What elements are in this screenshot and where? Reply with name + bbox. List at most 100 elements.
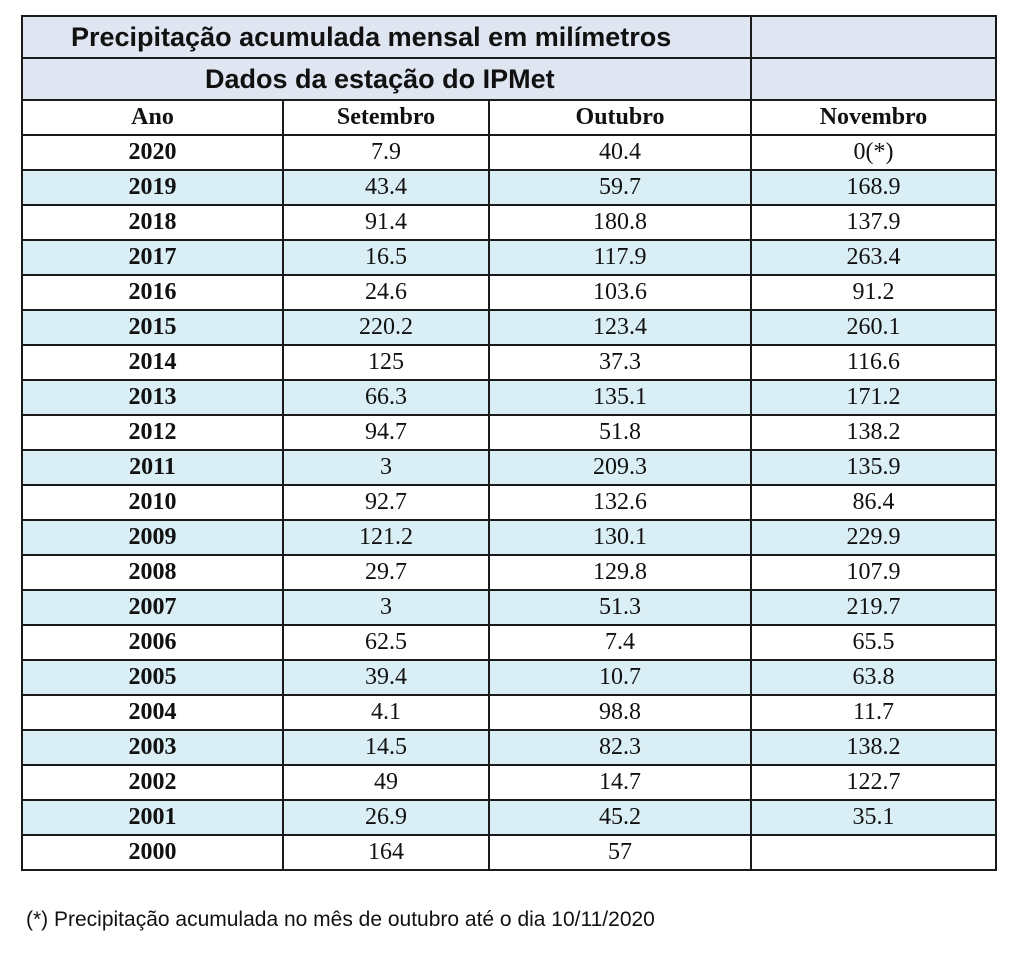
table-row: 2004 4.1 98.8 11.7: [21, 694, 997, 731]
table-row: 2003 14.5 82.3 138.2: [21, 729, 997, 766]
november-cell: 107.9: [750, 554, 997, 591]
september-cell: 91.4: [282, 204, 490, 241]
table-row: 2019 43.4 59.7 168.9: [21, 169, 997, 206]
november-cell: 11.7: [750, 694, 997, 731]
year-cell: 2015: [21, 309, 284, 346]
october-cell: 132.6: [488, 484, 752, 521]
column-header-october: Outubro: [488, 99, 752, 136]
november-cell: 122.7: [750, 764, 997, 801]
november-cell: 171.2: [750, 379, 997, 416]
table-body: Precipitação acumulada mensal em milímet…: [21, 15, 997, 871]
column-header-row: Ano Setembro Outubro Novembro: [21, 99, 997, 136]
table-row: 2010 92.7 132.6 86.4: [21, 484, 997, 521]
title-empty-cell: [750, 15, 997, 59]
october-cell: 37.3: [488, 344, 752, 381]
september-cell: 62.5: [282, 624, 490, 661]
table-row: 2011 3 209.3 135.9: [21, 449, 997, 486]
november-cell: 65.5: [750, 624, 997, 661]
october-cell: 59.7: [488, 169, 752, 206]
table-row: 2014 125 37.3 116.6: [21, 344, 997, 381]
table-row: 2005 39.4 10.7 63.8: [21, 659, 997, 696]
september-cell: 3: [282, 449, 490, 486]
table-row: 2017 16.5 117.9 263.4: [21, 239, 997, 276]
november-cell: 63.8: [750, 659, 997, 696]
october-cell: 123.4: [488, 309, 752, 346]
october-cell: 82.3: [488, 729, 752, 766]
september-cell: 121.2: [282, 519, 490, 556]
table-row: 2009 121.2 130.1 229.9: [21, 519, 997, 556]
table-row: 2008 29.7 129.8 107.9: [21, 554, 997, 591]
subtitle-row: Dados da estação do IPMet: [21, 57, 997, 101]
november-cell: 229.9: [750, 519, 997, 556]
october-cell: 40.4: [488, 134, 752, 171]
year-cell: 2003: [21, 729, 284, 766]
september-cell: 92.7: [282, 484, 490, 521]
october-cell: 10.7: [488, 659, 752, 696]
year-cell: 2002: [21, 764, 284, 801]
subtitle-empty-cell: [750, 57, 997, 101]
year-cell: 2010: [21, 484, 284, 521]
table-row: 2020 7.9 40.4 0(*): [21, 134, 997, 171]
november-cell: 260.1: [750, 309, 997, 346]
september-cell: 4.1: [282, 694, 490, 731]
title-row: Precipitação acumulada mensal em milímet…: [21, 15, 997, 59]
year-cell: 2017: [21, 239, 284, 276]
september-cell: 94.7: [282, 414, 490, 451]
column-header-september: Setembro: [282, 99, 490, 136]
september-cell: 29.7: [282, 554, 490, 591]
table-row: 2018 91.4 180.8 137.9: [21, 204, 997, 241]
year-cell: 2009: [21, 519, 284, 556]
september-cell: 220.2: [282, 309, 490, 346]
table-row: 2007 3 51.3 219.7: [21, 589, 997, 626]
column-header-year: Ano: [21, 99, 284, 136]
september-cell: 49: [282, 764, 490, 801]
october-cell: 57: [488, 834, 752, 871]
column-header-november: Novembro: [750, 99, 997, 136]
table-row: 2001 26.9 45.2 35.1: [21, 799, 997, 836]
year-cell: 2013: [21, 379, 284, 416]
year-cell: 2004: [21, 694, 284, 731]
october-cell: 180.8: [488, 204, 752, 241]
october-cell: 14.7: [488, 764, 752, 801]
table-row: 2002 49 14.7 122.7: [21, 764, 997, 801]
table-row: 2012 94.7 51.8 138.2: [21, 414, 997, 451]
year-cell: 2005: [21, 659, 284, 696]
november-cell: 135.9: [750, 449, 997, 486]
october-cell: 98.8: [488, 694, 752, 731]
october-cell: 117.9: [488, 239, 752, 276]
october-cell: 209.3: [488, 449, 752, 486]
table-subtitle: Dados da estação do IPMet: [21, 57, 752, 101]
september-cell: 3: [282, 589, 490, 626]
year-cell: 2018: [21, 204, 284, 241]
october-cell: 130.1: [488, 519, 752, 556]
year-cell: 2011: [21, 449, 284, 486]
november-cell: [750, 834, 997, 871]
table-row: 2016 24.6 103.6 91.2: [21, 274, 997, 311]
october-cell: 51.8: [488, 414, 752, 451]
precipitation-table: Precipitação acumulada mensal em milímet…: [21, 15, 997, 871]
november-cell: 138.2: [750, 729, 997, 766]
november-cell: 35.1: [750, 799, 997, 836]
november-cell: 138.2: [750, 414, 997, 451]
table-row: 2015 220.2 123.4 260.1: [21, 309, 997, 346]
november-cell: 168.9: [750, 169, 997, 206]
october-cell: 129.8: [488, 554, 752, 591]
september-cell: 16.5: [282, 239, 490, 276]
september-cell: 39.4: [282, 659, 490, 696]
september-cell: 7.9: [282, 134, 490, 171]
year-cell: 2020: [21, 134, 284, 171]
october-cell: 135.1: [488, 379, 752, 416]
september-cell: 125: [282, 344, 490, 381]
year-cell: 2012: [21, 414, 284, 451]
september-cell: 66.3: [282, 379, 490, 416]
november-cell: 116.6: [750, 344, 997, 381]
november-cell: 91.2: [750, 274, 997, 311]
november-cell: 0(*): [750, 134, 997, 171]
year-cell: 2000: [21, 834, 284, 871]
november-cell: 137.9: [750, 204, 997, 241]
year-cell: 2008: [21, 554, 284, 591]
september-cell: 43.4: [282, 169, 490, 206]
november-cell: 263.4: [750, 239, 997, 276]
september-cell: 26.9: [282, 799, 490, 836]
year-cell: 2001: [21, 799, 284, 836]
